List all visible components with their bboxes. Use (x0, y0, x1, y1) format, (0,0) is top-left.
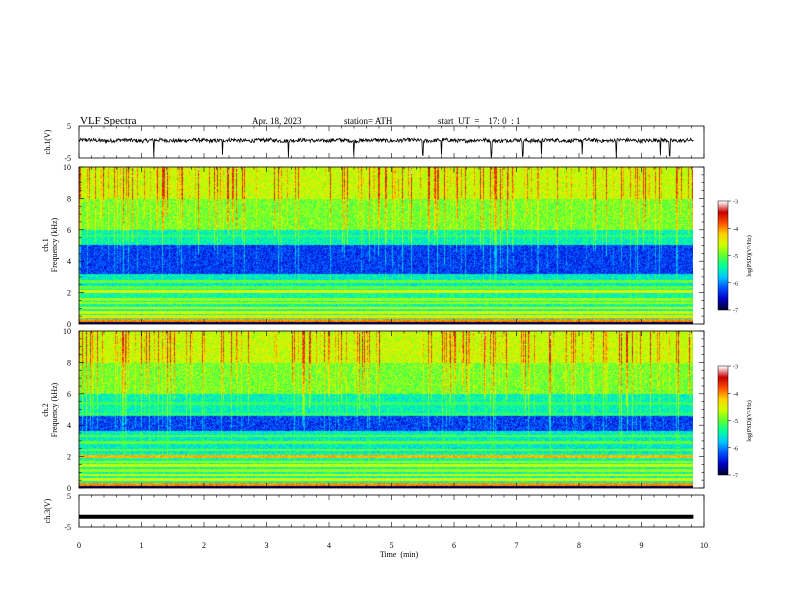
ch3-ytick-bottom: -5 (64, 523, 71, 532)
ch1-spec-ytick-10: 10 (63, 163, 71, 172)
ch1-colorbar (718, 201, 728, 310)
x-tick-4: 4 (327, 541, 331, 550)
ch2-cbar-tick--7: -7 (733, 474, 738, 480)
ch2-cbar-tick--4: -4 (733, 392, 738, 398)
x-tick-2: 2 (202, 541, 206, 550)
ch2-cbar-tick--5: -5 (733, 419, 738, 425)
ch2-spec-ytick-0: 0 (67, 484, 71, 493)
ch1-ylabel: ch.1(V) (43, 129, 52, 154)
ch1-waveform-panel: 5 -5 ch.1(V) (43, 122, 705, 163)
ch1-spec-ylabel-line1: ch.1 (41, 238, 50, 252)
ch1-spec-ytick-4: 4 (67, 257, 71, 266)
ch1-spec-ytick-0: 0 (67, 320, 71, 329)
start-ut-label: start UT = 17: 0 : 1 (438, 116, 520, 126)
date-label: Apr. 18, 2023 (252, 116, 302, 126)
ch2-spec-ytick-6: 6 (67, 390, 71, 399)
ch2-spec-ytick-2: 2 (67, 453, 71, 462)
station-label: station= ATH (344, 116, 393, 126)
ch1-colorbar-label: log(PSD)(V²/Hz) (746, 235, 753, 276)
ch2-spectrogram-image (79, 331, 693, 488)
ch2-colorbar-label: log(PSD)(V²/Hz) (746, 400, 753, 441)
ch2-colorbar (718, 366, 728, 475)
ch2-spec-ytick-10: 10 (63, 327, 71, 336)
ch1-cbar-tick--4: -4 (733, 227, 738, 233)
ch1-ytick-bottom: -5 (64, 154, 71, 163)
ch1-spec-ytick-6: 6 (67, 226, 71, 235)
x-tick-9: 9 (640, 541, 644, 550)
ch1-spec-ytick-2: 2 (67, 289, 71, 298)
ch1-cbar-tick--6: -6 (733, 281, 738, 287)
ch1-cbar-tick--5: -5 (733, 254, 738, 260)
x-tick-10: 10 (700, 541, 708, 550)
x-tick-8: 8 (577, 541, 581, 550)
x-tick-3: 3 (265, 541, 269, 550)
ch2-spec-ylabel-line2: Frequency (kHz) (50, 382, 59, 437)
figure-title: VLF Spectra (80, 115, 137, 127)
ch1-ytick-top: 5 (67, 122, 71, 131)
x-tick-7: 7 (515, 541, 519, 550)
ch2-cbar-tick--3: -3 (733, 365, 738, 371)
x-tick-0: 0 (77, 541, 81, 550)
time-axis: 0 1 2 3 4 5 6 7 8 9 10 (77, 541, 708, 550)
ch2-cbar-tick--6: -6 (733, 446, 738, 452)
ch2-spec-ytick-8: 8 (67, 358, 71, 367)
ch3-waveform-panel: 5 -5 ch.3(V) (43, 492, 705, 532)
ch1-cbar-tick--7: -7 (733, 309, 738, 315)
ch3-ytick-top: 5 (67, 492, 71, 501)
ch1-spec-ytick-8: 8 (67, 194, 71, 203)
ch1-spec-ylabel-line2: Frequency (kHz) (50, 217, 59, 272)
ch1-spectrogram-image (79, 167, 693, 324)
x-axis-label: Time (min) (380, 550, 419, 559)
ch1-cbar-tick--3: -3 (733, 200, 738, 206)
x-tick-1: 1 (140, 541, 144, 550)
ch1-waveform-line (78, 136, 694, 158)
ch3-ylabel: ch.3(V) (43, 498, 52, 523)
x-tick-5: 5 (390, 541, 394, 550)
ch2-spec-ylabel-line1: ch.2 (41, 403, 50, 417)
x-tick-6: 6 (452, 541, 456, 550)
ch2-spec-ytick-4: 4 (67, 421, 71, 430)
